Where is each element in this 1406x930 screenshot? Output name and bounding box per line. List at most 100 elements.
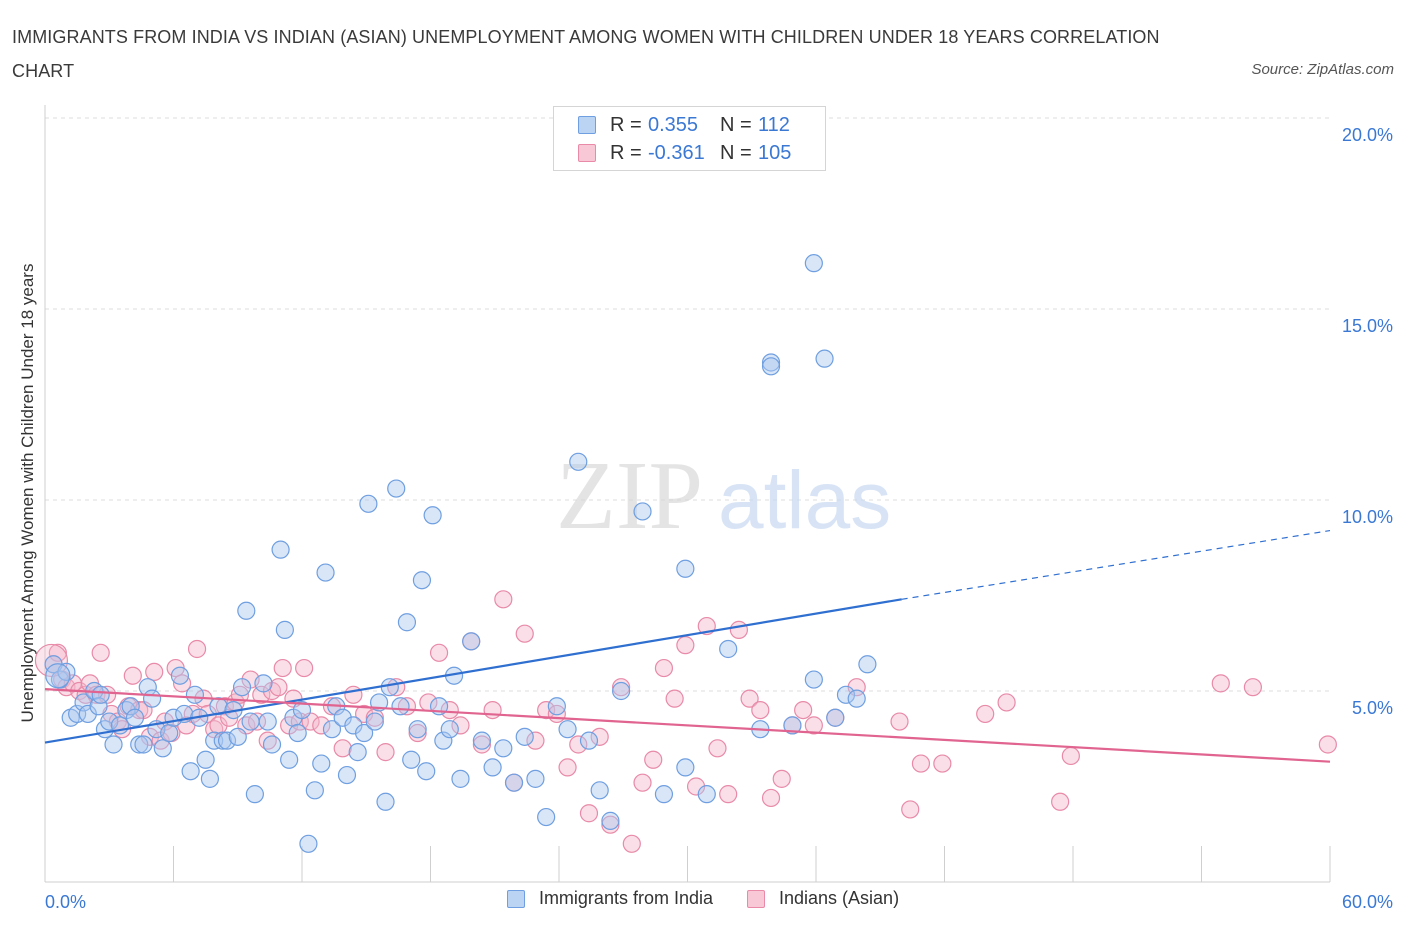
data-point [654,785,674,804]
data-point [836,685,856,704]
data-point [333,739,352,758]
grid-lines [45,117,1330,692]
data-point [408,720,427,739]
watermark-zip: ZIP [556,442,703,550]
data-point [901,800,920,819]
series-indians-asian-points [34,590,1337,853]
data-point [312,716,331,735]
legend-row-indians-asian: R = -0.361 N = 105 [578,140,791,166]
data-point [601,815,620,834]
data-point [622,834,641,853]
data-point [665,689,684,708]
data-point [644,750,663,769]
watermark-atlas: atlas [718,455,891,546]
data-point [213,731,232,750]
data-point [1061,746,1080,766]
data-point [451,769,470,788]
data-point [890,712,909,731]
n-label: N = [720,141,752,164]
data-point [708,739,727,758]
data-point [145,662,164,682]
data-point [569,452,588,471]
data-point [537,700,556,720]
data-point [1051,792,1070,811]
data-point [170,666,190,685]
data-point [74,693,93,712]
data-point [125,708,145,727]
data-point [794,700,813,720]
legend-swatch-indians-asian [578,144,596,162]
data-point [34,643,69,678]
tick-labels: 5.0% 10.0% 15.0% 20.0% 0.0% 60.0% [45,125,1393,912]
data-point [579,804,599,823]
data-point [504,773,524,792]
y-tick-label: 15.0% [1342,316,1393,336]
data-point [45,663,71,689]
data-point [676,559,695,578]
data-point [142,689,162,708]
data-point [245,785,264,804]
data-point [91,643,110,662]
data-point [412,571,432,590]
source-label: Source: ZipAtlas.com [1251,61,1394,78]
trend-line-india-projection [901,529,1331,600]
legend-item-india[interactable]: Immigrants from India [506,888,713,909]
legend-label-india: Immigrants from India [538,888,713,908]
data-point [740,689,759,708]
x-tick-label: 60.0% [1342,892,1393,912]
data-point [247,712,267,731]
data-point [804,716,823,735]
data-point [804,254,823,273]
data-point [241,712,260,731]
data-point [676,758,695,777]
data-point [761,353,781,372]
data-point [1243,678,1263,697]
data-point [130,735,149,754]
series-immigrants-india-points [44,254,877,853]
data-point [729,620,749,639]
data-point [209,697,228,716]
data-point [462,632,481,651]
data-point [826,708,845,727]
data-point [299,834,318,853]
data-point [558,758,577,777]
correlation-legend: R = 0.355 N = 112 R = -0.361 N = 105 [553,106,826,171]
data-point [997,693,1016,712]
data-point [91,685,110,704]
data-point [858,655,877,674]
data-point [160,723,179,743]
y-tick-label: 20.0% [1342,125,1393,145]
data-point [676,636,695,655]
data-point [215,697,234,716]
data-point [57,662,76,682]
legend-item-indians-asian[interactable]: Indians (Asian) [747,888,899,909]
data-point [526,769,545,788]
data-point [322,720,342,739]
data-point [134,735,153,754]
data-point [397,613,417,632]
data-point [633,502,652,521]
y-axis-label: Unemployment Among Women with Children U… [18,264,37,723]
data-point [376,743,395,762]
data-point [451,716,470,735]
legend-swatch-indians-asian [747,889,765,908]
data-point [269,678,288,697]
legend-swatch-india [578,116,596,134]
data-point [295,658,314,678]
data-point [337,765,357,785]
trend-lines [44,529,1331,763]
legend-label-indians-asian: Indians (Asian) [779,888,900,908]
data-point [429,643,449,662]
data-point [976,704,995,724]
trend-line-india [44,598,902,744]
y-tick-label: 10.0% [1342,507,1393,527]
r-value: 0.355 [648,113,699,136]
data-point [153,739,172,758]
data-point [751,700,770,720]
data-point [121,697,140,716]
data-point [515,727,534,746]
legend-row-india: R = 0.355 N = 112 [578,112,790,138]
data-point [612,678,631,697]
data-point [515,624,534,643]
data-point [104,735,123,754]
